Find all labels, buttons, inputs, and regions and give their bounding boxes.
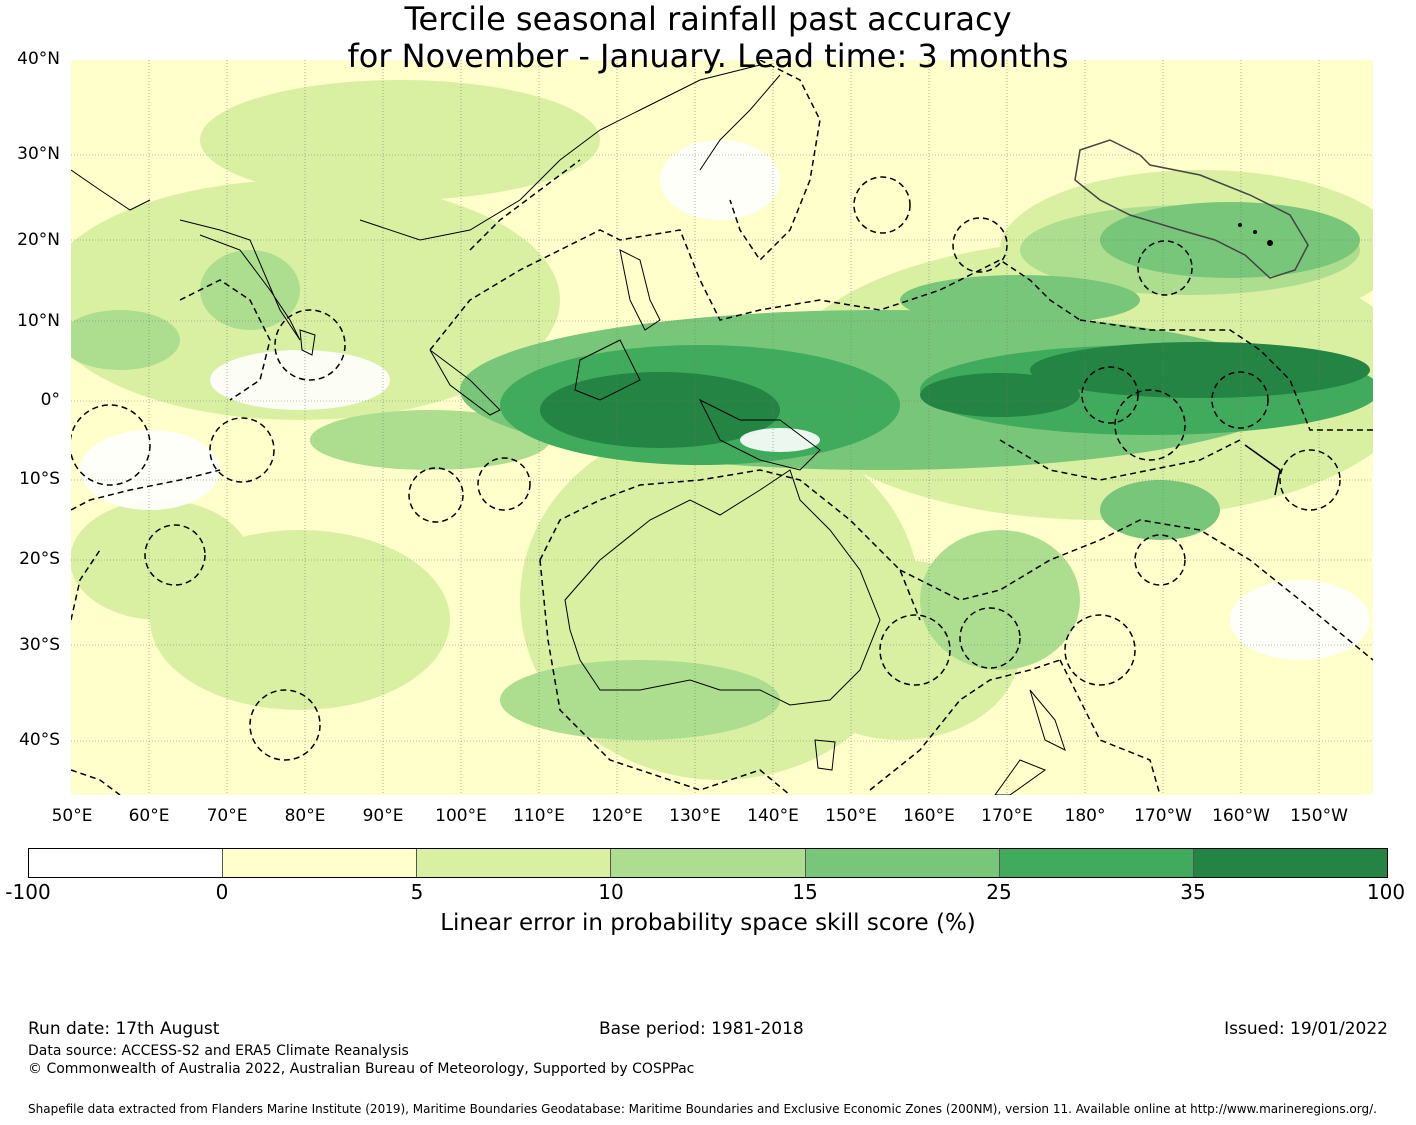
new-zealand-south <box>994 759 1047 795</box>
colorbar-segment <box>223 849 418 877</box>
lat-label: 0° <box>40 390 60 410</box>
lon-label: 50°E <box>51 806 93 826</box>
sri-lanka-coast <box>299 329 316 356</box>
colorbar-segment <box>611 849 806 877</box>
borneo-coast <box>574 339 641 401</box>
skill-map <box>71 60 1373 795</box>
australia-coast <box>564 469 881 706</box>
lon-label: 160°W <box>1212 806 1270 826</box>
colorbar-tick: 5 <box>410 880 424 904</box>
japan-coast <box>699 74 781 171</box>
lat-label: 20°N <box>17 230 60 250</box>
eez-solid-boundary <box>1244 444 1281 496</box>
data-source: Data source: ACCESS-S2 and ERA5 Climate … <box>28 1043 409 1059</box>
lon-label: 70°E <box>206 806 248 826</box>
lon-label: 100°E <box>435 806 487 826</box>
colorbar-segment <box>417 849 612 877</box>
colorbar-segment <box>1193 849 1387 877</box>
lat-label: 10°N <box>17 311 60 331</box>
graticule <box>71 60 1373 795</box>
lon-label: 170°E <box>981 806 1033 826</box>
colorbar-tick: 15 <box>792 880 818 904</box>
colorbar-tick: 25 <box>986 880 1012 904</box>
new-guinea-coast <box>698 398 821 471</box>
colorbar-tick: 35 <box>1180 880 1206 904</box>
base-period: Base period: 1981-2018 <box>599 1019 804 1039</box>
hawaii-eez <box>1074 139 1309 279</box>
colorbar-segment <box>999 849 1194 877</box>
colorbar-tick: 100 <box>1366 880 1406 904</box>
arabia-coast <box>71 169 151 211</box>
shapefile-credit: Shapefile data extracted from Flanders M… <box>28 1102 1377 1116</box>
lat-label: 30°S <box>19 635 60 655</box>
eez-boundaries <box>71 60 1373 795</box>
lon-label: 150°W <box>1290 806 1348 826</box>
india-coast <box>179 219 301 341</box>
lon-label: 150°E <box>825 806 877 826</box>
lat-label: 40°N <box>17 49 60 69</box>
lon-label: 90°E <box>362 806 404 826</box>
lat-label: 20°S <box>19 549 60 569</box>
lon-label: 170°W <box>1134 806 1192 826</box>
lon-label: 130°E <box>669 806 721 826</box>
lat-label: 40°S <box>19 730 60 750</box>
new-zealand-north <box>1029 689 1066 751</box>
colorbar-tick: 0 <box>215 880 229 904</box>
colorbar <box>28 848 1388 878</box>
map-title-line1: Tercile seasonal rainfall past accuracy <box>404 0 1012 38</box>
issued-date: Issued: 19/01/2022 <box>1224 1019 1388 1039</box>
lon-label: 110°E <box>513 806 565 826</box>
lon-label: 180° <box>1064 806 1106 826</box>
sumatra-coast <box>429 349 501 416</box>
run-date: Run date: 17th August <box>28 1019 220 1039</box>
lon-label: 60°E <box>128 806 170 826</box>
lon-label: 120°E <box>591 806 643 826</box>
philippines-coast <box>619 249 661 331</box>
map-title-line2: for November - January. Lead time: 3 mon… <box>347 37 1069 75</box>
hawaii-islands <box>1238 223 1273 246</box>
lon-label: 160°E <box>903 806 955 826</box>
lon-label: 140°E <box>747 806 799 826</box>
lat-label: 10°S <box>19 469 60 489</box>
colorbar-segment <box>805 849 1000 877</box>
colorbar-segment <box>29 849 224 877</box>
lon-label: 80°E <box>284 806 326 826</box>
copyright: © Commonwealth of Australia 2022, Austra… <box>28 1061 695 1077</box>
colorbar-tick: 10 <box>598 880 624 904</box>
coastlines <box>71 64 1066 795</box>
asia-coast <box>359 64 761 241</box>
colorbar-label: Linear error in probability space skill … <box>440 910 976 936</box>
lat-label: 30°N <box>17 144 60 164</box>
tasmania-coast <box>814 739 836 771</box>
colorbar-tick: -100 <box>5 880 51 904</box>
